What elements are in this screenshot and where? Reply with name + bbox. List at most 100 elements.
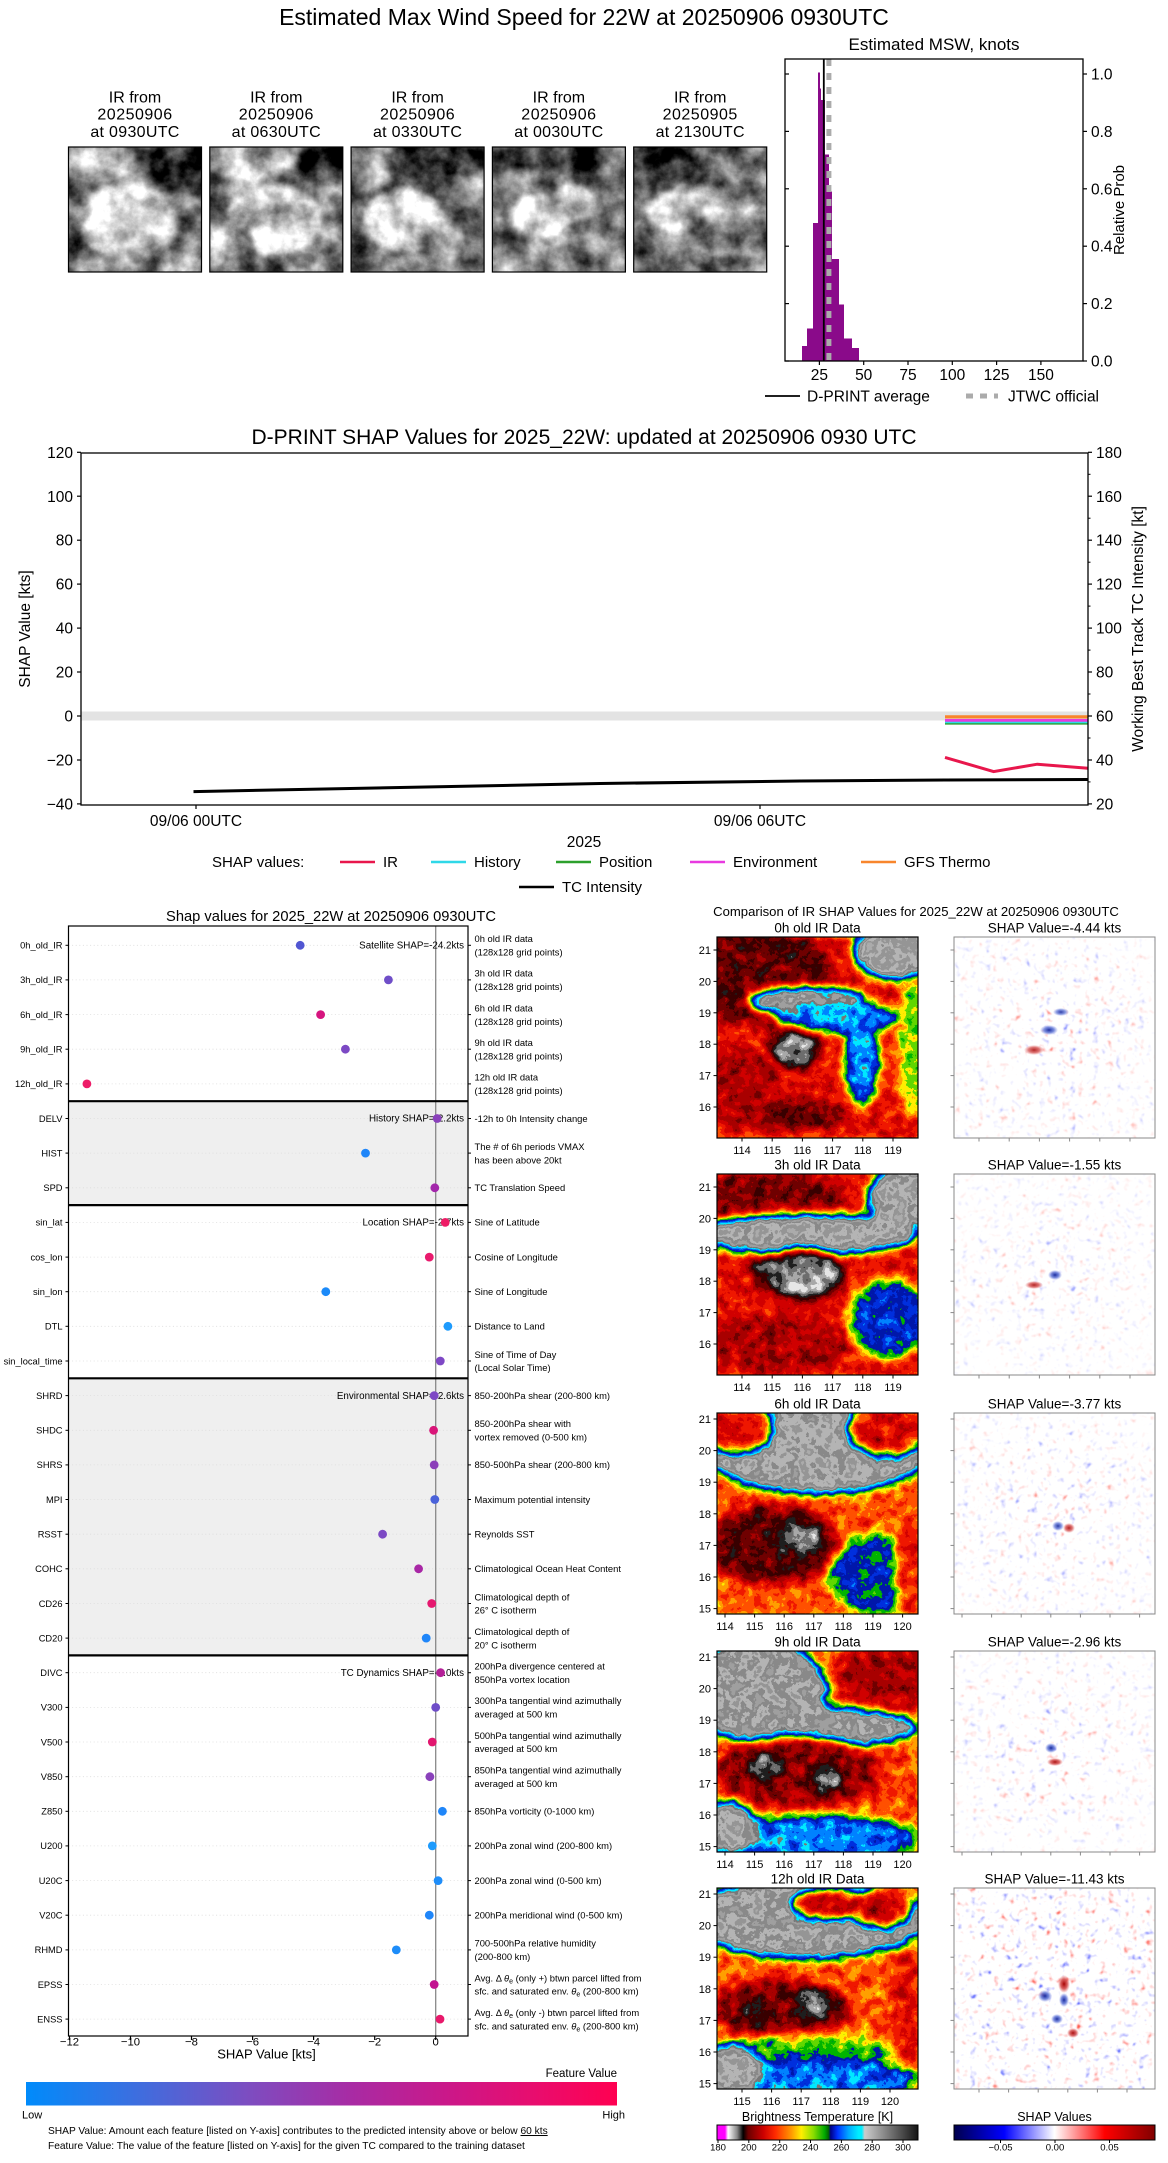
svg-text:(200-800 km): (200-800 km) (475, 1951, 531, 1962)
svg-text:3h old IR data: 3h old IR data (475, 968, 534, 979)
svg-text:21: 21 (699, 945, 711, 957)
svg-text:History SHAP=-2.2kts: History SHAP=-2.2kts (369, 1114, 464, 1125)
svg-text:COHC: COHC (35, 1564, 63, 1574)
svg-text:Sine of Longitude: Sine of Longitude (475, 1286, 548, 1297)
svg-text:18: 18 (699, 1509, 711, 1521)
svg-text:125: 125 (984, 367, 1010, 384)
svg-text:(128x128 grid points): (128x128 grid points) (475, 1085, 563, 1096)
svg-text:116: 116 (794, 1145, 812, 1157)
svg-text:18: 18 (699, 1039, 711, 1051)
svg-text:120: 120 (893, 1621, 911, 1633)
svg-text:EPSS: EPSS (38, 1980, 63, 1990)
svg-text:50: 50 (855, 367, 873, 384)
svg-text:150: 150 (1028, 367, 1054, 384)
svg-text:Maximum potential intensity: Maximum potential intensity (475, 1494, 591, 1505)
svg-text:at 0030UTC: at 0030UTC (514, 124, 603, 141)
svg-text:6h_old_IR: 6h_old_IR (20, 1010, 63, 1020)
svg-text:Estimated Max Wind Speed for 2: Estimated Max Wind Speed for 22W at 2025… (279, 4, 889, 30)
svg-text:850-500hPa shear (200-800 km): 850-500hPa shear (200-800 km) (475, 1459, 611, 1470)
svg-text:9h old IR Data: 9h old IR Data (774, 1635, 861, 1650)
svg-text:20° C isotherm: 20° C isotherm (475, 1639, 537, 1650)
svg-text:119: 119 (884, 1382, 902, 1394)
svg-text:Climatological depth of: Climatological depth of (475, 1591, 570, 1602)
svg-text:cos_lon: cos_lon (30, 1252, 62, 1262)
svg-text:300hPa tangential wind azimuth: 300hPa tangential wind azimuthally (475, 1695, 622, 1706)
svg-text:V20C: V20C (39, 1911, 63, 1921)
svg-text:SHAP Values: SHAP Values (1017, 2110, 1092, 2124)
svg-text:120: 120 (47, 445, 73, 462)
svg-text:−8: −8 (185, 2037, 198, 2049)
svg-text:116: 116 (763, 2096, 781, 2108)
svg-text:DTL: DTL (45, 1322, 63, 1332)
svg-text:sin_lon: sin_lon (33, 1287, 62, 1297)
svg-text:at 0330UTC: at 0330UTC (373, 124, 462, 141)
svg-text:118: 118 (854, 1145, 872, 1157)
svg-text:19: 19 (699, 1008, 711, 1020)
svg-text:GFS Thermo: GFS Thermo (904, 854, 990, 871)
svg-text:116: 116 (775, 1859, 793, 1871)
svg-text:Climatological Ocean Heat Cont: Climatological Ocean Heat Content (475, 1563, 622, 1574)
svg-text:09/06 00UTC: 09/06 00UTC (150, 813, 242, 830)
svg-text:−4: −4 (307, 2037, 320, 2049)
svg-text:(128x128 grid points): (128x128 grid points) (475, 981, 563, 992)
svg-text:40: 40 (56, 621, 74, 638)
svg-text:Environmental SHAP=-2.6kts: Environmental SHAP=-2.6kts (337, 1391, 464, 1402)
svg-text:19: 19 (699, 1245, 711, 1257)
svg-text:at 0930UTC: at 0930UTC (90, 124, 179, 141)
svg-text:21: 21 (699, 1182, 711, 1194)
svg-text:Cosine of Longitude: Cosine of Longitude (475, 1251, 558, 1262)
svg-text:220: 220 (772, 2143, 788, 2154)
svg-text:6h old IR data: 6h old IR data (475, 1002, 534, 1013)
svg-text:16: 16 (699, 1102, 711, 1114)
svg-text:120: 120 (1096, 577, 1122, 594)
svg-text:Estimated MSW, knots: Estimated MSW, knots (849, 35, 1020, 54)
svg-text:D-PRINT SHAP Values for 2025_2: D-PRINT SHAP Values for 2025_22W: update… (251, 426, 916, 449)
svg-text:−40: −40 (47, 796, 74, 813)
svg-text:Comparison of IR SHAP Values f: Comparison of IR SHAP Values for 2025_22… (713, 904, 1119, 919)
svg-text:180: 180 (710, 2143, 726, 2154)
svg-text:0: 0 (64, 709, 73, 726)
svg-text:200hPa zonal wind (0-500 km): 200hPa zonal wind (0-500 km) (475, 1875, 602, 1886)
svg-text:19: 19 (699, 1477, 711, 1489)
svg-text:16: 16 (699, 1339, 711, 1351)
svg-text:Z850: Z850 (41, 1807, 62, 1817)
svg-text:U200: U200 (40, 1841, 62, 1851)
svg-text:0h_old_IR: 0h_old_IR (20, 941, 63, 951)
svg-text:118: 118 (835, 1859, 853, 1871)
svg-text:−20: −20 (47, 753, 74, 770)
svg-text:High: High (602, 2110, 625, 2122)
svg-text:Avg. Δ θe (only -) btwn parcel: Avg. Δ θe (only -) btwn parcel lifted fr… (475, 2007, 640, 2020)
svg-text:280: 280 (864, 2143, 880, 2154)
svg-text:−12: −12 (60, 2037, 79, 2049)
svg-text:114: 114 (733, 1382, 751, 1394)
svg-text:500hPa tangential wind azimuth: 500hPa tangential wind azimuthally (475, 1730, 622, 1741)
svg-text:3h old IR Data: 3h old IR Data (774, 1158, 861, 1173)
svg-text:20: 20 (699, 1921, 711, 1933)
svg-text:200hPa zonal wind (200-800 km): 200hPa zonal wind (200-800 km) (475, 1840, 613, 1851)
svg-text:V850: V850 (41, 1772, 63, 1782)
svg-text:114: 114 (716, 1859, 734, 1871)
svg-text:60: 60 (56, 577, 74, 594)
svg-text:115: 115 (746, 1859, 764, 1871)
svg-text:has been above 20kt: has been above 20kt (475, 1154, 562, 1165)
svg-text:sin_lat: sin_lat (36, 1218, 63, 1228)
svg-text:−6: −6 (246, 2037, 259, 2049)
svg-text:TC Dynamics SHAP=-1.0kts: TC Dynamics SHAP=-1.0kts (341, 1668, 464, 1679)
svg-text:118: 118 (835, 1621, 853, 1633)
svg-text:-12h to 0h Intensity change: -12h to 0h Intensity change (475, 1113, 588, 1124)
svg-text:21: 21 (699, 1889, 711, 1901)
svg-text:17: 17 (699, 2015, 711, 2027)
svg-text:Satellite SHAP=-24.2kts: Satellite SHAP=-24.2kts (359, 941, 464, 952)
svg-text:−2: −2 (368, 2037, 381, 2049)
svg-text:at 0630UTC: at 0630UTC (232, 124, 321, 141)
svg-text:RHMD: RHMD (35, 1945, 63, 1955)
svg-text:850hPa vorticity (0-1000 km): 850hPa vorticity (0-1000 km) (475, 1806, 595, 1817)
svg-text:−0.05: −0.05 (988, 2143, 1012, 2154)
svg-text:120: 120 (881, 2096, 899, 2108)
svg-text:6h old IR Data: 6h old IR Data (774, 1397, 861, 1412)
svg-text:114: 114 (733, 1145, 751, 1157)
svg-text:Shap values for 2025_22W at 20: Shap values for 2025_22W at 20250906 093… (166, 909, 496, 925)
svg-text:averaged at 500 km: averaged at 500 km (475, 1743, 558, 1754)
svg-text:116: 116 (794, 1382, 812, 1394)
svg-text:SHAP Value=-11.43 kts: SHAP Value=-11.43 kts (985, 1872, 1125, 1887)
